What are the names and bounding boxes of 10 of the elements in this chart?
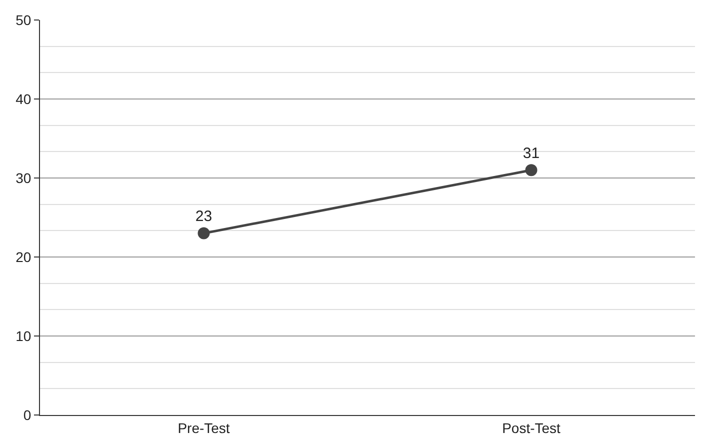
x-tick-label: Post-Test — [502, 420, 561, 436]
x-tick-label: Pre-Test — [178, 420, 230, 436]
y-tick-label: 40 — [16, 90, 32, 107]
data-label: 23 — [195, 208, 212, 226]
y-tick-label: 30 — [16, 170, 32, 186]
y-tick-label: 50 — [16, 12, 32, 28]
y-tick-label: 20 — [16, 248, 32, 265]
y-tick-label: 10 — [16, 328, 32, 344]
y-tick-label: 0 — [23, 406, 32, 423]
data-label: 31 — [522, 144, 540, 162]
